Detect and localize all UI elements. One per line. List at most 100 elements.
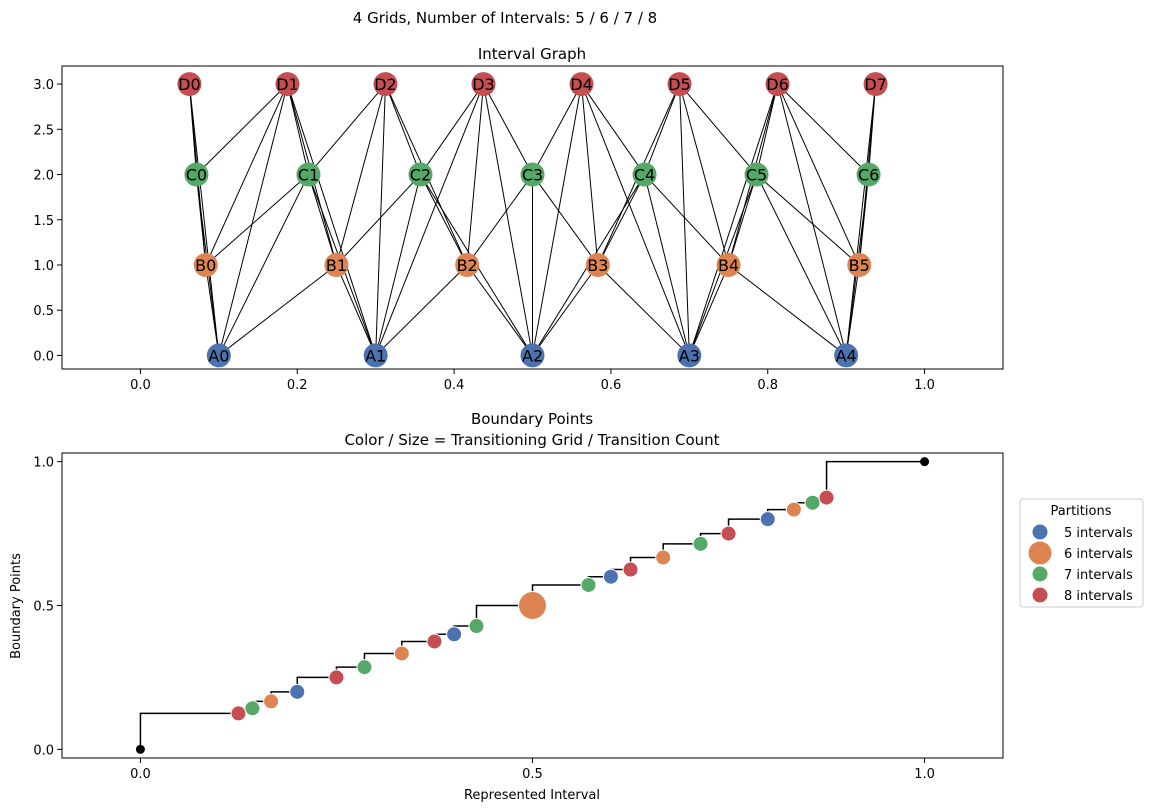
graph-node-marker [863,72,888,97]
y-tick-label: 1.0 [33,259,54,274]
graph-ticks: 0.0 0.2 0.4 0.6 0.8 1.0 0.0 0.5 1.0 1.5 2.0 2.5 3.0 [33,78,935,393]
endpoint-end [920,457,930,467]
graph-node-marker [471,72,496,97]
graph-edge [308,83,386,175]
graph-node-label: C5 [746,166,767,185]
graph-node-label: A2 [522,346,543,365]
graph-edge [756,174,860,266]
graph-node: B5 [847,252,872,277]
graph-node-label: B5 [849,256,870,275]
graph-node-marker [373,72,398,97]
graph-node-marker [744,162,769,187]
graph-node: A3 [677,343,702,368]
graph-node-marker [847,252,872,277]
graph-edge [466,264,533,356]
graph-node-marker [856,162,881,187]
graph-node: B4 [716,252,741,277]
graph-edge [375,84,386,356]
y-tick-label: 3.0 [33,78,54,93]
graph-node-marker [632,162,657,187]
graph-node: C3 [520,162,545,187]
graph-edge [756,83,779,175]
graph-edge [688,83,779,356]
graph-node-marker [716,252,741,277]
graph-node-marker [834,343,859,368]
graph-edge [868,84,877,175]
graph-edge [420,83,484,175]
interval-graph-axes: Interval Graph A0 A1 A2 A3 A4 B0 B1 B2 B3 B4 B5 C0 C… [33,45,1004,393]
graph-edge [679,83,730,266]
graph-node: B3 [585,252,610,277]
legend-box [1019,498,1144,608]
graph-node-marker [296,162,321,187]
graph-node: D0 [177,72,202,97]
legend-label: 7 intervals [1064,568,1133,583]
graph-node-label: B4 [718,256,739,275]
graph-node-label: C2 [410,166,431,185]
graph-edge [532,84,583,356]
graph-edge [188,84,197,175]
graph-edge [679,83,757,175]
legend-label: 8 intervals [1064,589,1133,604]
graph-node: B2 [455,252,480,277]
x-tick-label: 0.5 [522,767,543,782]
boundary-point [720,525,737,542]
boundary-points [135,457,930,754]
figure-suptitle: 4 Grids, Number of Intervals: 5 / 6 / 7 … [353,9,657,27]
graph-edge [466,174,533,266]
graph-node: D7 [863,72,888,97]
graph-node: C4 [632,162,657,187]
graph-node-label: A0 [208,346,229,365]
graph-edge [581,84,599,266]
graph-node-label: D0 [178,75,201,94]
graph-node-label: A4 [836,346,857,365]
boundary-point [446,626,463,643]
boundary-ticks: 0.0 0.5 1.0 0.0 0.5 1.0 [33,456,935,782]
boundary-point [289,683,306,700]
graph-edge [728,264,847,356]
graph-node-label: B2 [457,256,478,275]
boundary-point [356,659,373,676]
graph-edge [532,264,599,356]
graph-edge [385,83,421,175]
graph-node-label: C6 [858,166,879,185]
graph-edge [845,84,877,356]
y-tick-label: 0.0 [33,349,54,364]
legend-entries: 5 intervals 6 intervals 7 intervals 8 inter… [1027,523,1133,604]
legend-label: 5 intervals [1064,526,1133,541]
boundary-point [785,501,802,518]
interval-graph-title: Interval Graph [478,45,586,63]
graph-edge [532,174,599,266]
graph-node-label: D2 [374,75,397,94]
graph-node-marker [206,343,231,368]
boundary-point [328,669,345,686]
boundary-points-axes: Boundary Points Color / Size = Transitio… [9,410,1004,803]
graph-edge [756,174,847,356]
y-tick-label: 2.0 [33,169,54,184]
legend-entry: 6 intervals [1027,540,1133,566]
graph-node: C1 [296,162,321,187]
y-tick-label: 0.5 [33,304,54,319]
endpoint-start [135,744,145,754]
graph-edge [375,174,421,356]
graph-node-marker [677,343,702,368]
graph-edge [777,83,869,175]
boundary-point [263,693,280,710]
graph-node: C0 [184,162,209,187]
graph-node-label: D6 [766,75,789,94]
y-tick-label: 1.0 [33,456,54,471]
graph-edge [286,83,309,175]
boundary-points-frame [61,452,1004,759]
graph-node: D2 [373,72,398,97]
graph-node-marker [520,162,545,187]
graph-edge [597,174,645,266]
graph-edge [218,264,337,356]
graph-edge [335,264,377,356]
graph-node: A4 [834,343,859,368]
graph-node-label: C4 [634,166,655,185]
graph-edge [581,83,690,356]
boundary-point [804,494,821,511]
boundary-point [468,618,485,635]
boundary-point [692,535,709,552]
graph-node-marker [408,162,433,187]
